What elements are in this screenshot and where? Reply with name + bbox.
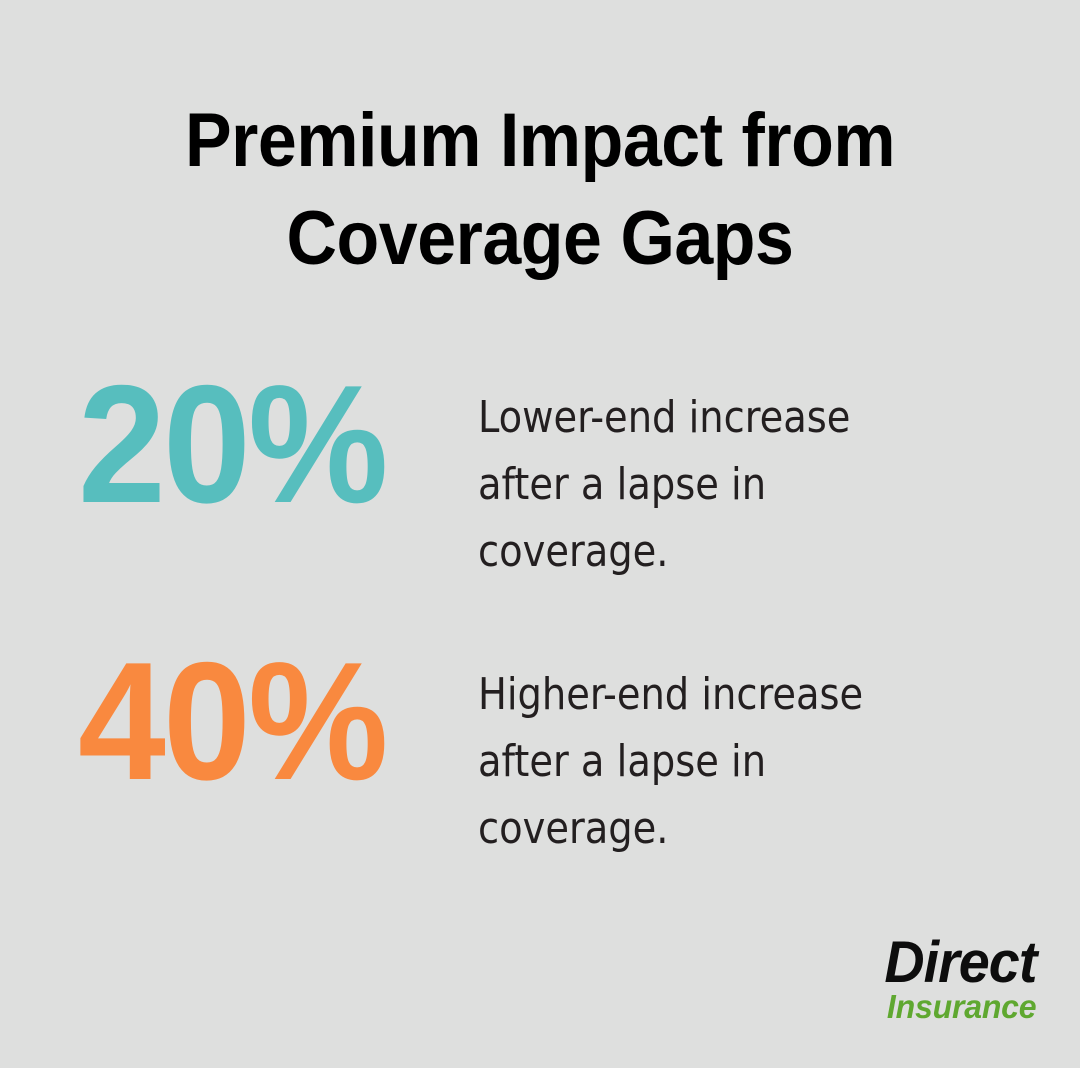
logo-primary-text: Direct — [883, 930, 1037, 995]
stat-description: Lower-end increase after a lapse in cove… — [478, 392, 851, 577]
stat-description: Higher-end increase after a lapse in cov… — [478, 669, 864, 854]
brand-logo: Direct Insurance — [878, 930, 1037, 1025]
page-title: Premium Impact from Coverage Gaps — [0, 92, 1080, 288]
stat-row: 20% Lower-end increase after a lapse in … — [78, 360, 1008, 585]
stat-value: 20% — [78, 350, 388, 538]
stat-row: 40% Higher-end increase after a lapse in… — [78, 637, 1008, 862]
stat-value: 40% — [78, 627, 388, 815]
title-line-2: Coverage Gaps — [286, 196, 794, 281]
logo-secondary-text: Insurance — [886, 988, 1037, 1025]
title-line-1: Premium Impact from — [184, 98, 896, 183]
